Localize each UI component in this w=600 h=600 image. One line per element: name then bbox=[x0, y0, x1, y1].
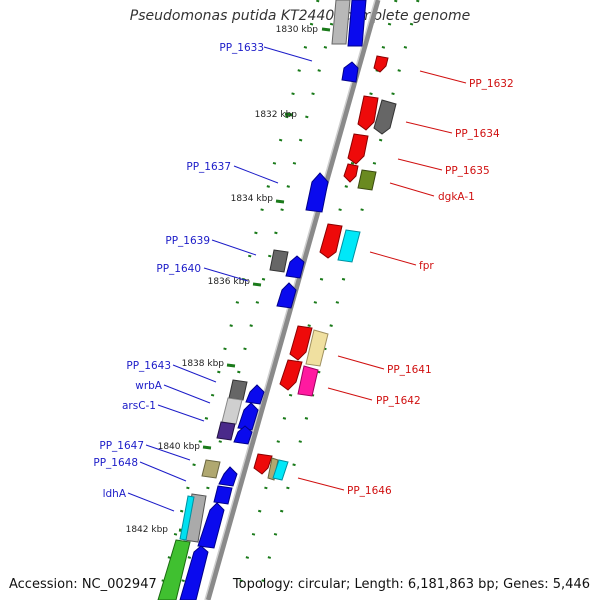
gene-fpr-red[interactable] bbox=[319, 223, 343, 259]
gene-pp1647[interactable] bbox=[201, 459, 221, 479]
gene-blue-1648b[interactable] bbox=[213, 485, 233, 505]
gene-pp1637[interactable] bbox=[305, 172, 329, 213]
label-pp1639: PP_1639 bbox=[165, 235, 210, 247]
plus-strand-genes bbox=[253, 55, 397, 481]
gene-blue-wrba-a[interactable] bbox=[245, 384, 265, 405]
gene-pp1641[interactable] bbox=[305, 329, 329, 367]
kbp-label-1840: 1840 kbp bbox=[158, 442, 201, 452]
label-pp1634: PP_1634 bbox=[455, 128, 500, 140]
label-dgka1: dgkA-1 bbox=[438, 191, 475, 203]
map-title: Pseudomonas putida KT2440, complete geno… bbox=[129, 8, 471, 24]
gene-red-dgka[interactable] bbox=[343, 163, 359, 183]
gene-pp1634-grey[interactable] bbox=[373, 99, 397, 135]
label-pp1646: PP_1646 bbox=[347, 485, 392, 497]
kbp-label-1830: 1830 kbp bbox=[276, 25, 319, 35]
topology-text: Topology: circular; Length: 6,181,863 bp… bbox=[232, 577, 590, 592]
label-pp1635: PP_1635 bbox=[445, 165, 490, 177]
gene-dgka1[interactable] bbox=[357, 169, 377, 191]
kbp-label-1834: 1834 kbp bbox=[231, 194, 274, 204]
kbp-label-1836: 1836 kbp bbox=[208, 277, 251, 287]
label-pp1648: PP_1648 bbox=[93, 457, 138, 469]
gene-pp1648[interactable] bbox=[218, 466, 238, 487]
gene-pp1633[interactable] bbox=[341, 61, 359, 83]
gene-pp1640[interactable] bbox=[285, 255, 305, 279]
gene-blue-arsc[interactable] bbox=[233, 425, 253, 445]
gene-pp1642-red[interactable] bbox=[279, 359, 303, 391]
label-pp1647: PP_1647 bbox=[99, 440, 144, 452]
gene-blue-wrba-b[interactable] bbox=[237, 402, 259, 431]
gene-top-grey[interactable] bbox=[331, 0, 351, 45]
gene-pp1643[interactable] bbox=[228, 379, 248, 401]
label-pp1637: PP_1637 bbox=[186, 161, 231, 173]
gene-green-bottom[interactable] bbox=[157, 539, 191, 600]
gene-blue-bottom[interactable] bbox=[179, 545, 209, 600]
gene-pp1635[interactable] bbox=[347, 133, 369, 165]
label-pp1632: PP_1632 bbox=[469, 78, 514, 90]
gene-fpr[interactable] bbox=[337, 229, 361, 263]
tick-track-inner-right bbox=[234, 0, 398, 600]
gene-ldha-blue[interactable] bbox=[197, 502, 225, 549]
gene-top-blue[interactable] bbox=[347, 0, 367, 47]
accession-text: Accession: NC_002947 bbox=[9, 577, 157, 592]
gene-blue-1836[interactable] bbox=[276, 282, 297, 309]
gene-pp1641-red[interactable] bbox=[289, 325, 313, 361]
label-pp1640: PP_1640 bbox=[156, 263, 201, 275]
kbp-label-1838: 1838 kbp bbox=[182, 359, 225, 369]
kbp-ticks bbox=[178, 27, 331, 533]
gene-wrba[interactable] bbox=[221, 397, 243, 425]
label-wrba: wrbA bbox=[135, 380, 163, 392]
gene-ldha-cyan[interactable] bbox=[179, 495, 195, 541]
label-fpr: fpr bbox=[419, 260, 434, 272]
kbp-label-1842: 1842 kbp bbox=[126, 525, 169, 535]
gene-pp1646-tan[interactable] bbox=[267, 457, 279, 481]
gene-pp1646[interactable] bbox=[272, 459, 289, 481]
label-pp1643: PP_1643 bbox=[126, 360, 171, 372]
right-leader-lines bbox=[297, 70, 467, 491]
label-pp1642: PP_1642 bbox=[376, 395, 421, 407]
kbp-label-1832: 1832 kbp bbox=[255, 110, 298, 120]
gene-arsc1[interactable] bbox=[216, 421, 236, 441]
label-pp1633: PP_1633 bbox=[219, 42, 264, 54]
label-ldha: ldhA bbox=[103, 488, 127, 500]
gene-pp1634-red[interactable] bbox=[357, 95, 379, 131]
gene-pp1646-red[interactable] bbox=[253, 453, 273, 475]
label-arsc1: arsC-1 bbox=[122, 400, 156, 412]
gene-pp1642[interactable] bbox=[297, 365, 319, 397]
left-leader-lines bbox=[127, 46, 313, 512]
label-pp1641: PP_1641 bbox=[387, 364, 432, 376]
gene-pp1632[interactable] bbox=[373, 55, 389, 73]
minus-strand-genes bbox=[157, 0, 367, 600]
gene-pp1639[interactable] bbox=[269, 249, 289, 273]
